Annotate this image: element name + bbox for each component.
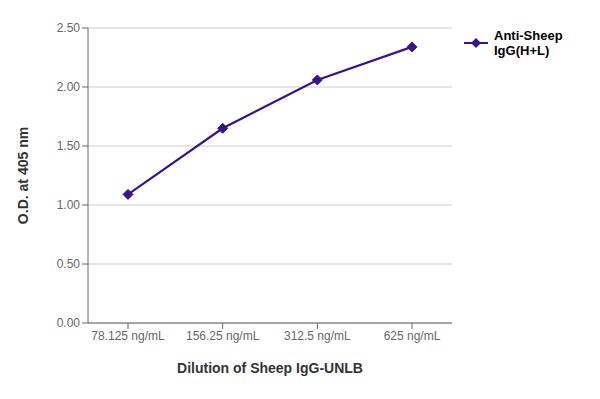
svg-text:625 ng/mL: 625 ng/mL: [384, 329, 441, 343]
html-text:IgG(H+L): IgG(H+L): [494, 43, 550, 58]
svg-text:2.00: 2.00: [57, 80, 81, 94]
svg-text:0.00: 0.00: [57, 316, 81, 330]
svg-text:78.125 ng/mL: 78.125 ng/mL: [91, 329, 165, 343]
svg-text:0.50: 0.50: [57, 257, 81, 271]
svg-text:1.00: 1.00: [57, 198, 81, 212]
svg-text:312.5 ng/mL: 312.5 ng/mL: [284, 329, 351, 343]
html-text:Anti-Sheep: Anti-Sheep: [494, 28, 563, 43]
svg-text:156.25 ng/mL: 156.25 ng/mL: [186, 329, 260, 343]
svg-text:1.50: 1.50: [57, 139, 81, 153]
svg-text:2.50: 2.50: [57, 21, 81, 35]
svg-text:Dilution of Sheep IgG-UNLB: Dilution of Sheep IgG-UNLB: [177, 360, 363, 376]
svg-text:O.D. at 405 nm: O.D. at 405 nm: [15, 127, 31, 224]
